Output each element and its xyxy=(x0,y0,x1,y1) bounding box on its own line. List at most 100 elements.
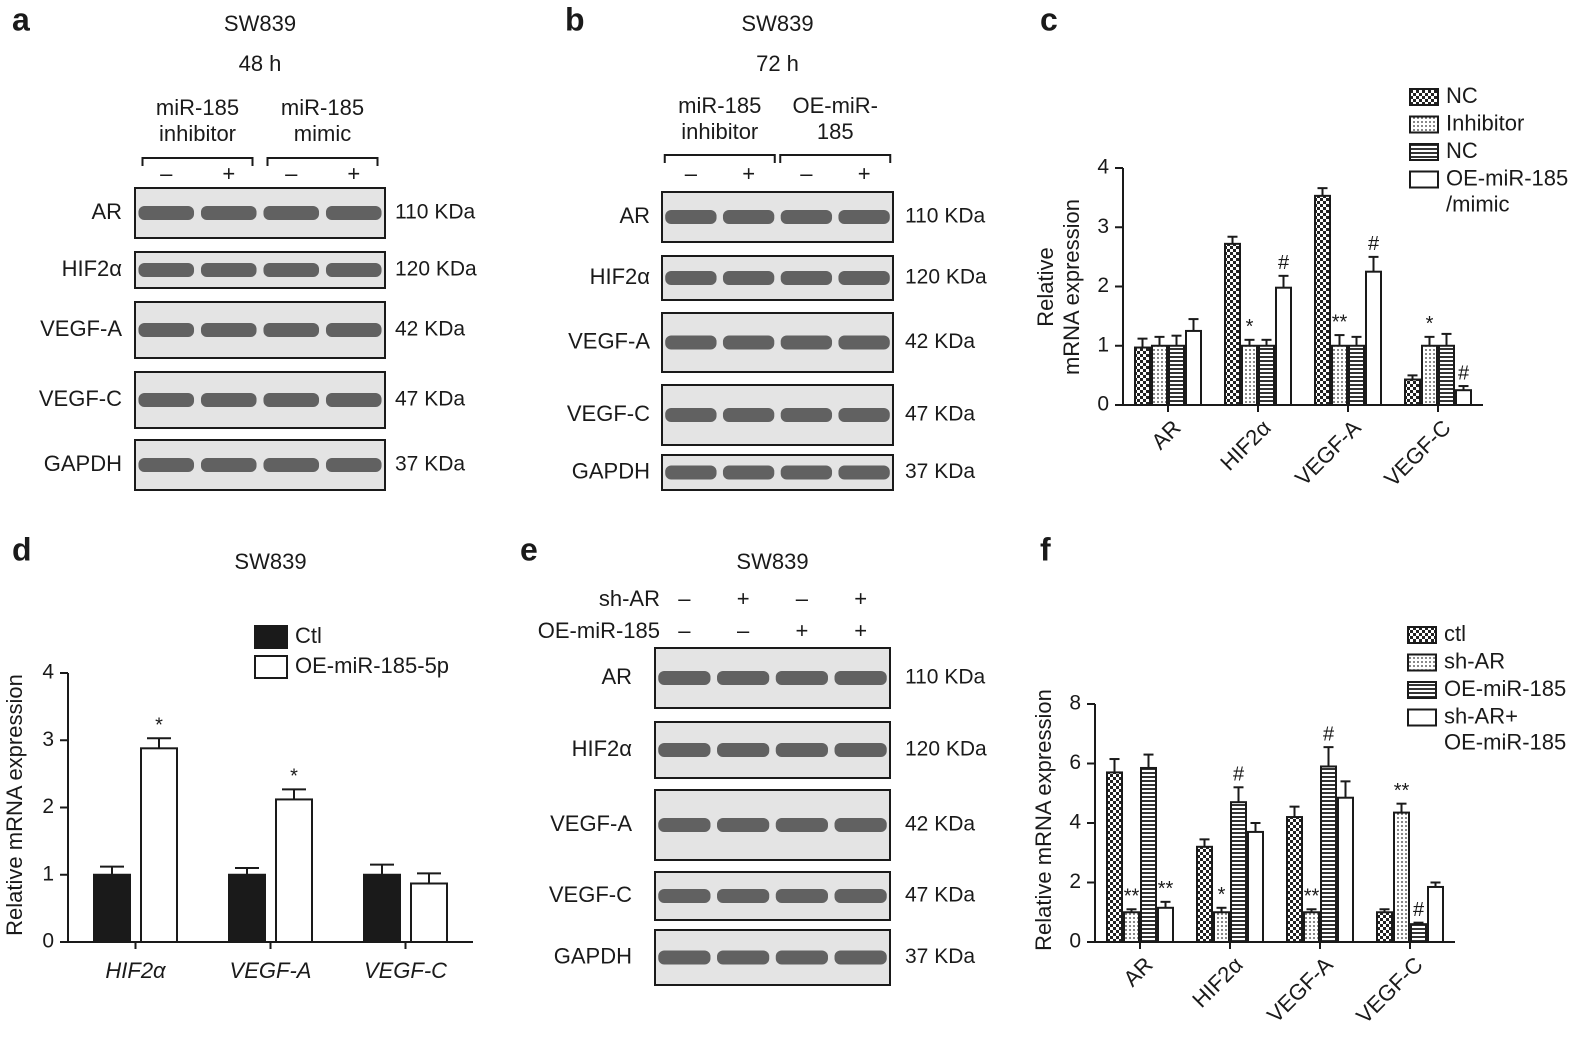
significance: # xyxy=(1278,252,1290,274)
row-label: GAPDH xyxy=(572,458,650,483)
chart-title: SW839 xyxy=(234,549,306,574)
band xyxy=(138,393,195,407)
bar xyxy=(1157,906,1174,943)
band xyxy=(775,889,828,903)
legend-label: OE-miR-185-5p xyxy=(295,653,449,678)
bar xyxy=(410,882,448,943)
y-tick-label: 4 xyxy=(42,661,54,684)
band xyxy=(263,323,320,337)
bar xyxy=(1404,378,1421,406)
blot-subtitle: 72 h xyxy=(756,51,799,76)
bar xyxy=(1303,911,1320,943)
bar xyxy=(1247,830,1264,943)
band xyxy=(722,408,775,422)
size-label: 42 KDa xyxy=(905,330,975,353)
band xyxy=(717,889,770,903)
sign: + xyxy=(222,161,235,186)
panel-letter: a xyxy=(12,1,30,37)
band xyxy=(325,323,382,337)
significance: ** xyxy=(1124,886,1140,908)
band xyxy=(838,210,890,224)
legend-label: OE-miR-185/mimic xyxy=(1446,165,1568,216)
band xyxy=(834,889,887,903)
bar xyxy=(1185,329,1202,406)
significance: ** xyxy=(1158,878,1174,900)
sign: + xyxy=(854,586,867,611)
row-label: VEGF-A xyxy=(40,316,122,341)
sign: + xyxy=(858,161,871,186)
band xyxy=(263,263,320,277)
bracket xyxy=(779,154,892,163)
y-tick-label: 0 xyxy=(1097,393,1109,416)
band xyxy=(775,950,828,965)
significance: # xyxy=(1458,362,1470,384)
significance: * xyxy=(155,715,163,737)
band xyxy=(780,271,833,285)
size-label: 110 KDa xyxy=(905,666,985,689)
legend-label: NC xyxy=(1446,138,1478,163)
band xyxy=(665,408,717,422)
x-tick-label: VEGF-C xyxy=(1351,952,1428,1029)
band xyxy=(665,465,717,480)
bracket xyxy=(266,157,379,166)
band xyxy=(138,206,195,220)
x-tick-label: VEGF-A xyxy=(1262,952,1338,1028)
bar xyxy=(1241,344,1258,406)
size-label: 42 KDa xyxy=(395,318,465,341)
bar xyxy=(363,873,401,943)
band xyxy=(834,818,887,832)
condition-label: sh-AR xyxy=(599,586,660,611)
row-label: AR xyxy=(601,664,632,689)
size-label: 37 KDa xyxy=(905,945,975,968)
y-axis-label: Relative mRNA expression xyxy=(2,674,27,936)
blot-title: SW839 xyxy=(741,11,813,36)
band xyxy=(200,393,257,407)
legend-label: sh-AR+ OE-miR-185 xyxy=(1444,703,1566,754)
band xyxy=(200,206,257,220)
band xyxy=(775,671,828,685)
row-label: HIF2α xyxy=(572,736,633,761)
bar xyxy=(1286,816,1303,943)
y-tick-label: 1 xyxy=(42,862,54,885)
band xyxy=(665,335,717,350)
panel-letter: f xyxy=(1040,531,1051,567)
row-label: AR xyxy=(91,199,122,224)
sign: – xyxy=(796,586,809,611)
significance: # xyxy=(1368,233,1380,255)
sign: + xyxy=(737,586,750,611)
sign: – xyxy=(678,618,691,643)
sign: – xyxy=(160,161,173,186)
bar xyxy=(1134,346,1151,406)
bar xyxy=(1151,344,1168,406)
bar xyxy=(275,798,313,943)
bar xyxy=(1421,344,1438,406)
sign: – xyxy=(737,618,750,643)
significance: * xyxy=(1426,313,1434,335)
y-tick-label: 2 xyxy=(1069,870,1081,893)
blot-subtitle: 48 h xyxy=(239,51,282,76)
legend-label: NC xyxy=(1446,83,1478,108)
panel-letter: e xyxy=(520,531,538,567)
bar xyxy=(1455,389,1472,406)
band xyxy=(658,818,711,832)
significance: * xyxy=(1246,316,1254,338)
bar xyxy=(93,873,131,943)
blot-title: SW839 xyxy=(736,549,808,574)
significance: # xyxy=(1323,723,1335,745)
y-tick-label: 4 xyxy=(1069,811,1081,834)
band xyxy=(838,335,890,350)
y-axis-label: Relative mRNA expression xyxy=(1031,689,1056,951)
band xyxy=(717,818,770,832)
band xyxy=(722,210,775,224)
y-axis-label: RelativemRNA expression xyxy=(1033,199,1084,375)
band xyxy=(722,271,775,285)
band xyxy=(658,889,711,903)
x-tick-label: HIF2α xyxy=(1187,952,1248,1013)
band xyxy=(838,465,890,480)
band xyxy=(780,465,833,480)
significance: # xyxy=(1233,764,1245,786)
x-tick-label: VEGF-C xyxy=(1379,415,1456,492)
y-tick-label: 3 xyxy=(42,728,54,751)
band xyxy=(834,671,887,685)
significance: * xyxy=(290,766,298,788)
